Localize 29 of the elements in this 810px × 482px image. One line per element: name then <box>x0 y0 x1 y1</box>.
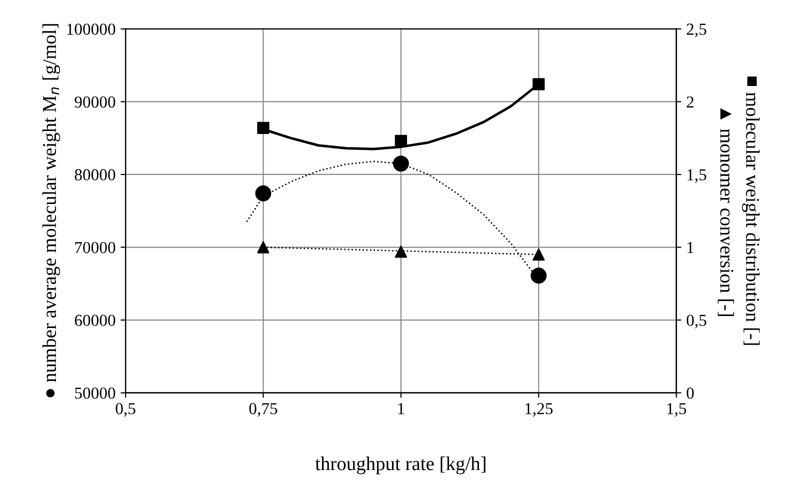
y2-tick-label: 2,5 <box>686 24 706 38</box>
point <box>392 156 409 172</box>
y-tick-label: 90000 <box>74 96 116 108</box>
point <box>257 241 270 254</box>
y2-tick-label: 0,5 <box>686 314 706 328</box>
y-tick-label: 60000 <box>74 314 116 326</box>
point <box>394 134 408 148</box>
y2-tick-label: 1 <box>688 242 694 254</box>
x-tick-label: 1,5 <box>667 403 686 417</box>
point <box>530 268 547 284</box>
point <box>255 185 272 202</box>
x-tick-label: 0,5 <box>116 403 136 417</box>
x-axis-title: throughput rate [kg/h] <box>315 456 486 474</box>
y2-tick-label: 1,5 <box>688 169 706 183</box>
y2-tick-label: 0 <box>686 388 694 399</box>
point <box>532 78 545 90</box>
point <box>394 246 408 258</box>
point <box>532 248 545 261</box>
y-axis-title: ● number average molecular weight M$_{n}$ [g/mol] <box>42 24 60 398</box>
x-tick-label: 1 <box>398 403 404 414</box>
y-tick-label: 50000 <box>75 388 116 399</box>
y-tick-label: 100000 <box>67 24 116 35</box>
y2-axis-title: ■ molecular weight distribution [-] ▲ monomer conversion [-] <box>718 76 760 345</box>
x-tick-label: 0,75 <box>249 403 278 417</box>
y-tick-label: 70000 <box>75 242 116 254</box>
y-tick-label: 80000 <box>74 169 116 180</box>
y2-tick-label: 2 <box>686 96 694 108</box>
point <box>257 122 270 134</box>
x-tick-label: 1,25 <box>526 403 553 417</box>
